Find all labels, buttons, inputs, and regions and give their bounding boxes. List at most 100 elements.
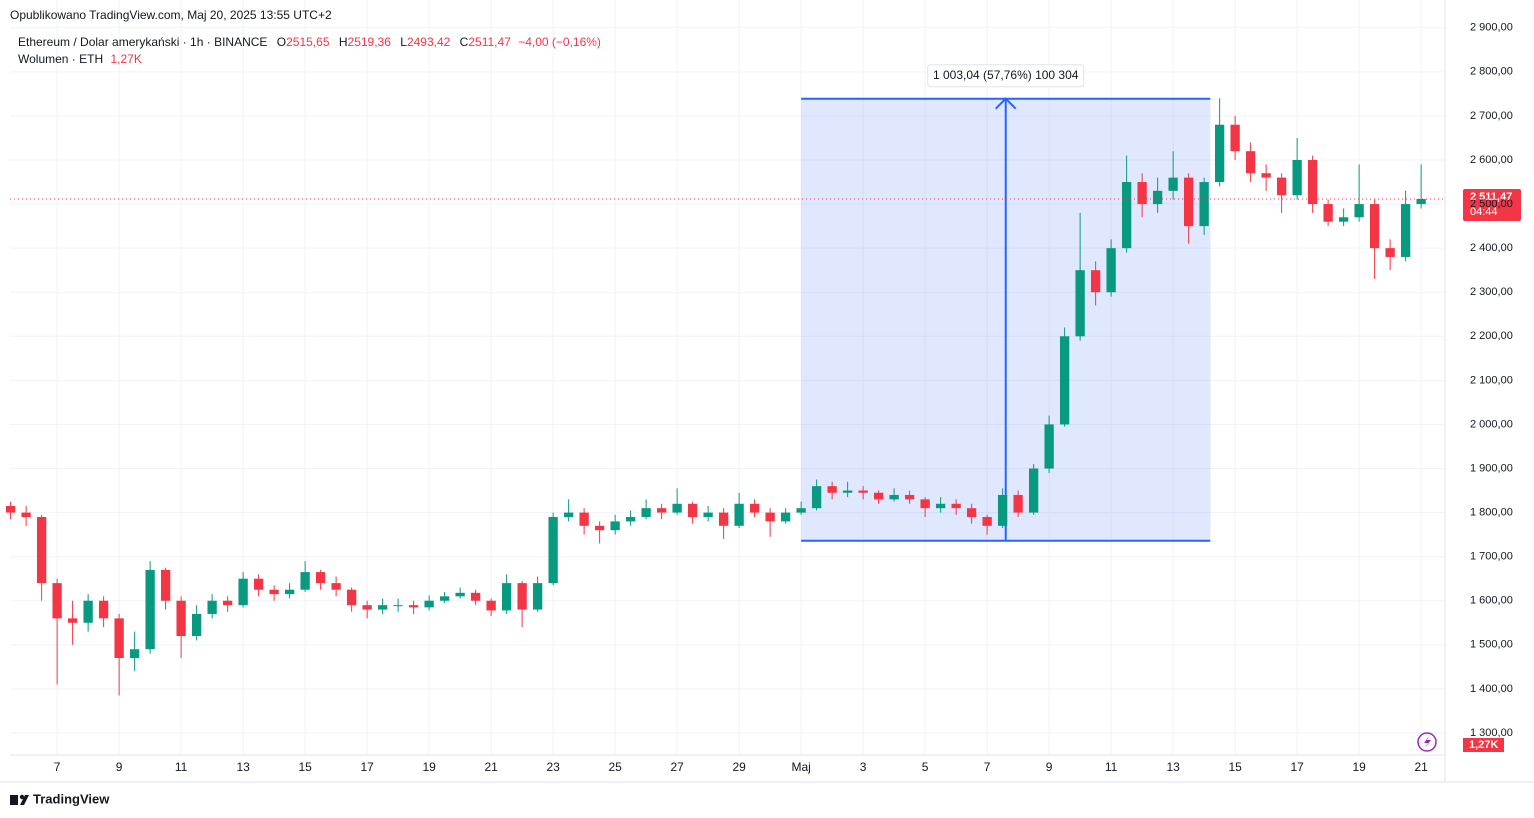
candle-body bbox=[780, 512, 791, 522]
candle-body bbox=[1385, 248, 1395, 257]
alert-icon bbox=[1417, 732, 1437, 752]
brand: TradingView bbox=[33, 791, 110, 806]
candle-body bbox=[579, 512, 589, 526]
x-tick-label: 13 bbox=[1166, 760, 1180, 774]
measure-label-box bbox=[927, 64, 1085, 88]
candle-body bbox=[1028, 468, 1039, 513]
y-tick-label: 2 200,00 bbox=[1470, 330, 1513, 342]
measure-tool bbox=[801, 97, 1211, 542]
overlay: 1 003,04 (57,76%) 100 304 2 511,47 04:44 bbox=[10, 64, 1521, 222]
volume-axis-label: 1,27K bbox=[1463, 738, 1505, 752]
last-price-label: 2 511,47 bbox=[1470, 191, 1512, 203]
candle-body bbox=[1013, 494, 1023, 513]
candle-body bbox=[1183, 177, 1194, 227]
candle-body bbox=[238, 578, 248, 606]
candle-body bbox=[1090, 270, 1101, 293]
countdown: 04:44 bbox=[1470, 206, 1498, 218]
volume-value: 1,27K bbox=[110, 52, 142, 66]
x-tick-label: 27 bbox=[670, 760, 684, 774]
candle-body bbox=[1354, 204, 1364, 218]
x-tick-label: 17 bbox=[360, 760, 374, 774]
candle-body bbox=[982, 516, 992, 526]
x-tick-label: Maj bbox=[791, 760, 810, 774]
y-tick-label: 2 300,00 bbox=[1470, 286, 1513, 298]
y-tick-label: 2 900,00 bbox=[1470, 22, 1513, 34]
candle-body bbox=[114, 618, 124, 659]
candle-body bbox=[207, 600, 217, 614]
candle-body bbox=[517, 583, 527, 610]
candle-body bbox=[269, 589, 279, 595]
candle-body bbox=[1137, 182, 1147, 205]
candle-body bbox=[889, 494, 899, 500]
candle-body bbox=[408, 605, 419, 608]
x-tick-label: 7 bbox=[984, 760, 991, 774]
candle-body bbox=[393, 605, 403, 607]
candle-body bbox=[873, 492, 884, 500]
change: −4,00 (−0,16%) bbox=[518, 35, 601, 49]
candle-body bbox=[703, 512, 713, 517]
y-tick-label: 2 500,00 bbox=[1470, 198, 1513, 210]
symbol: Ethereum / Dolar amerykański · 1h · BINA… bbox=[18, 35, 268, 49]
candle-body bbox=[827, 486, 837, 493]
candle-body bbox=[346, 589, 357, 606]
y-tick-label: 1 900,00 bbox=[1470, 462, 1513, 474]
candle-body bbox=[610, 521, 620, 531]
x-tick-label: 29 bbox=[732, 760, 746, 774]
y-tick-label: 1 400,00 bbox=[1470, 683, 1513, 695]
candle-body bbox=[67, 618, 78, 623]
grid bbox=[10, 0, 1445, 755]
measure-arrowhead bbox=[995, 97, 1017, 110]
candle-body bbox=[1323, 204, 1333, 222]
candle-body bbox=[548, 516, 558, 584]
candle-body bbox=[1292, 159, 1302, 196]
candle-body bbox=[83, 600, 93, 623]
last-price-box bbox=[1463, 189, 1521, 222]
candle-body bbox=[625, 516, 636, 522]
x-tick-label: 23 bbox=[546, 760, 560, 774]
y-tick-label: 1 500,00 bbox=[1470, 639, 1513, 651]
candle-body bbox=[36, 516, 47, 584]
y-tick-label: 2 600,00 bbox=[1470, 154, 1513, 166]
candle-body bbox=[1152, 190, 1163, 205]
h-value: 2519,36 bbox=[347, 35, 391, 49]
y-tick-label: 2 700,00 bbox=[1470, 110, 1513, 122]
candle-body bbox=[377, 605, 388, 610]
y-tick-label: 2 100,00 bbox=[1470, 374, 1513, 386]
h-label: H bbox=[338, 35, 348, 49]
candle-body bbox=[1276, 177, 1287, 196]
legend-line: Ethereum / Dolar amerykański · 1h · BINA… bbox=[18, 35, 601, 49]
candle-body bbox=[672, 503, 682, 513]
candle-body bbox=[315, 572, 326, 584]
candle-body bbox=[1245, 151, 1256, 174]
candle-body bbox=[362, 605, 372, 610]
candle-body bbox=[1338, 217, 1349, 222]
x-tick-label: 19 bbox=[1352, 760, 1366, 774]
volume-label: Wolumen · ETH bbox=[18, 52, 104, 66]
y-tick-label: 1 700,00 bbox=[1470, 551, 1513, 563]
c-value: 2511,47 bbox=[468, 35, 511, 49]
candle-body bbox=[563, 512, 574, 517]
candle-body bbox=[1199, 182, 1209, 227]
candle-body bbox=[656, 508, 667, 513]
x-tick-label: 15 bbox=[298, 760, 312, 774]
candle-body bbox=[486, 600, 496, 611]
candle-body bbox=[222, 600, 233, 606]
o-label: O bbox=[276, 35, 287, 49]
candle-body bbox=[1400, 204, 1411, 257]
candle-body bbox=[1307, 159, 1318, 205]
candle-body bbox=[160, 569, 171, 601]
candle-body bbox=[904, 494, 915, 500]
x-tick-label: 21 bbox=[1414, 760, 1428, 774]
candle-body bbox=[749, 503, 760, 513]
candle-body bbox=[501, 583, 512, 611]
candle-body bbox=[129, 649, 140, 659]
y-tick-label: 1 600,00 bbox=[1470, 595, 1513, 607]
volume-legend: Wolumen · ETH 1,27K bbox=[18, 52, 142, 66]
candle-body bbox=[858, 490, 868, 493]
candle-body bbox=[765, 512, 775, 522]
candle-body bbox=[951, 503, 961, 509]
candle-body bbox=[532, 583, 543, 610]
y-tick-label: 2 800,00 bbox=[1470, 66, 1513, 78]
candle-body bbox=[1214, 124, 1225, 183]
